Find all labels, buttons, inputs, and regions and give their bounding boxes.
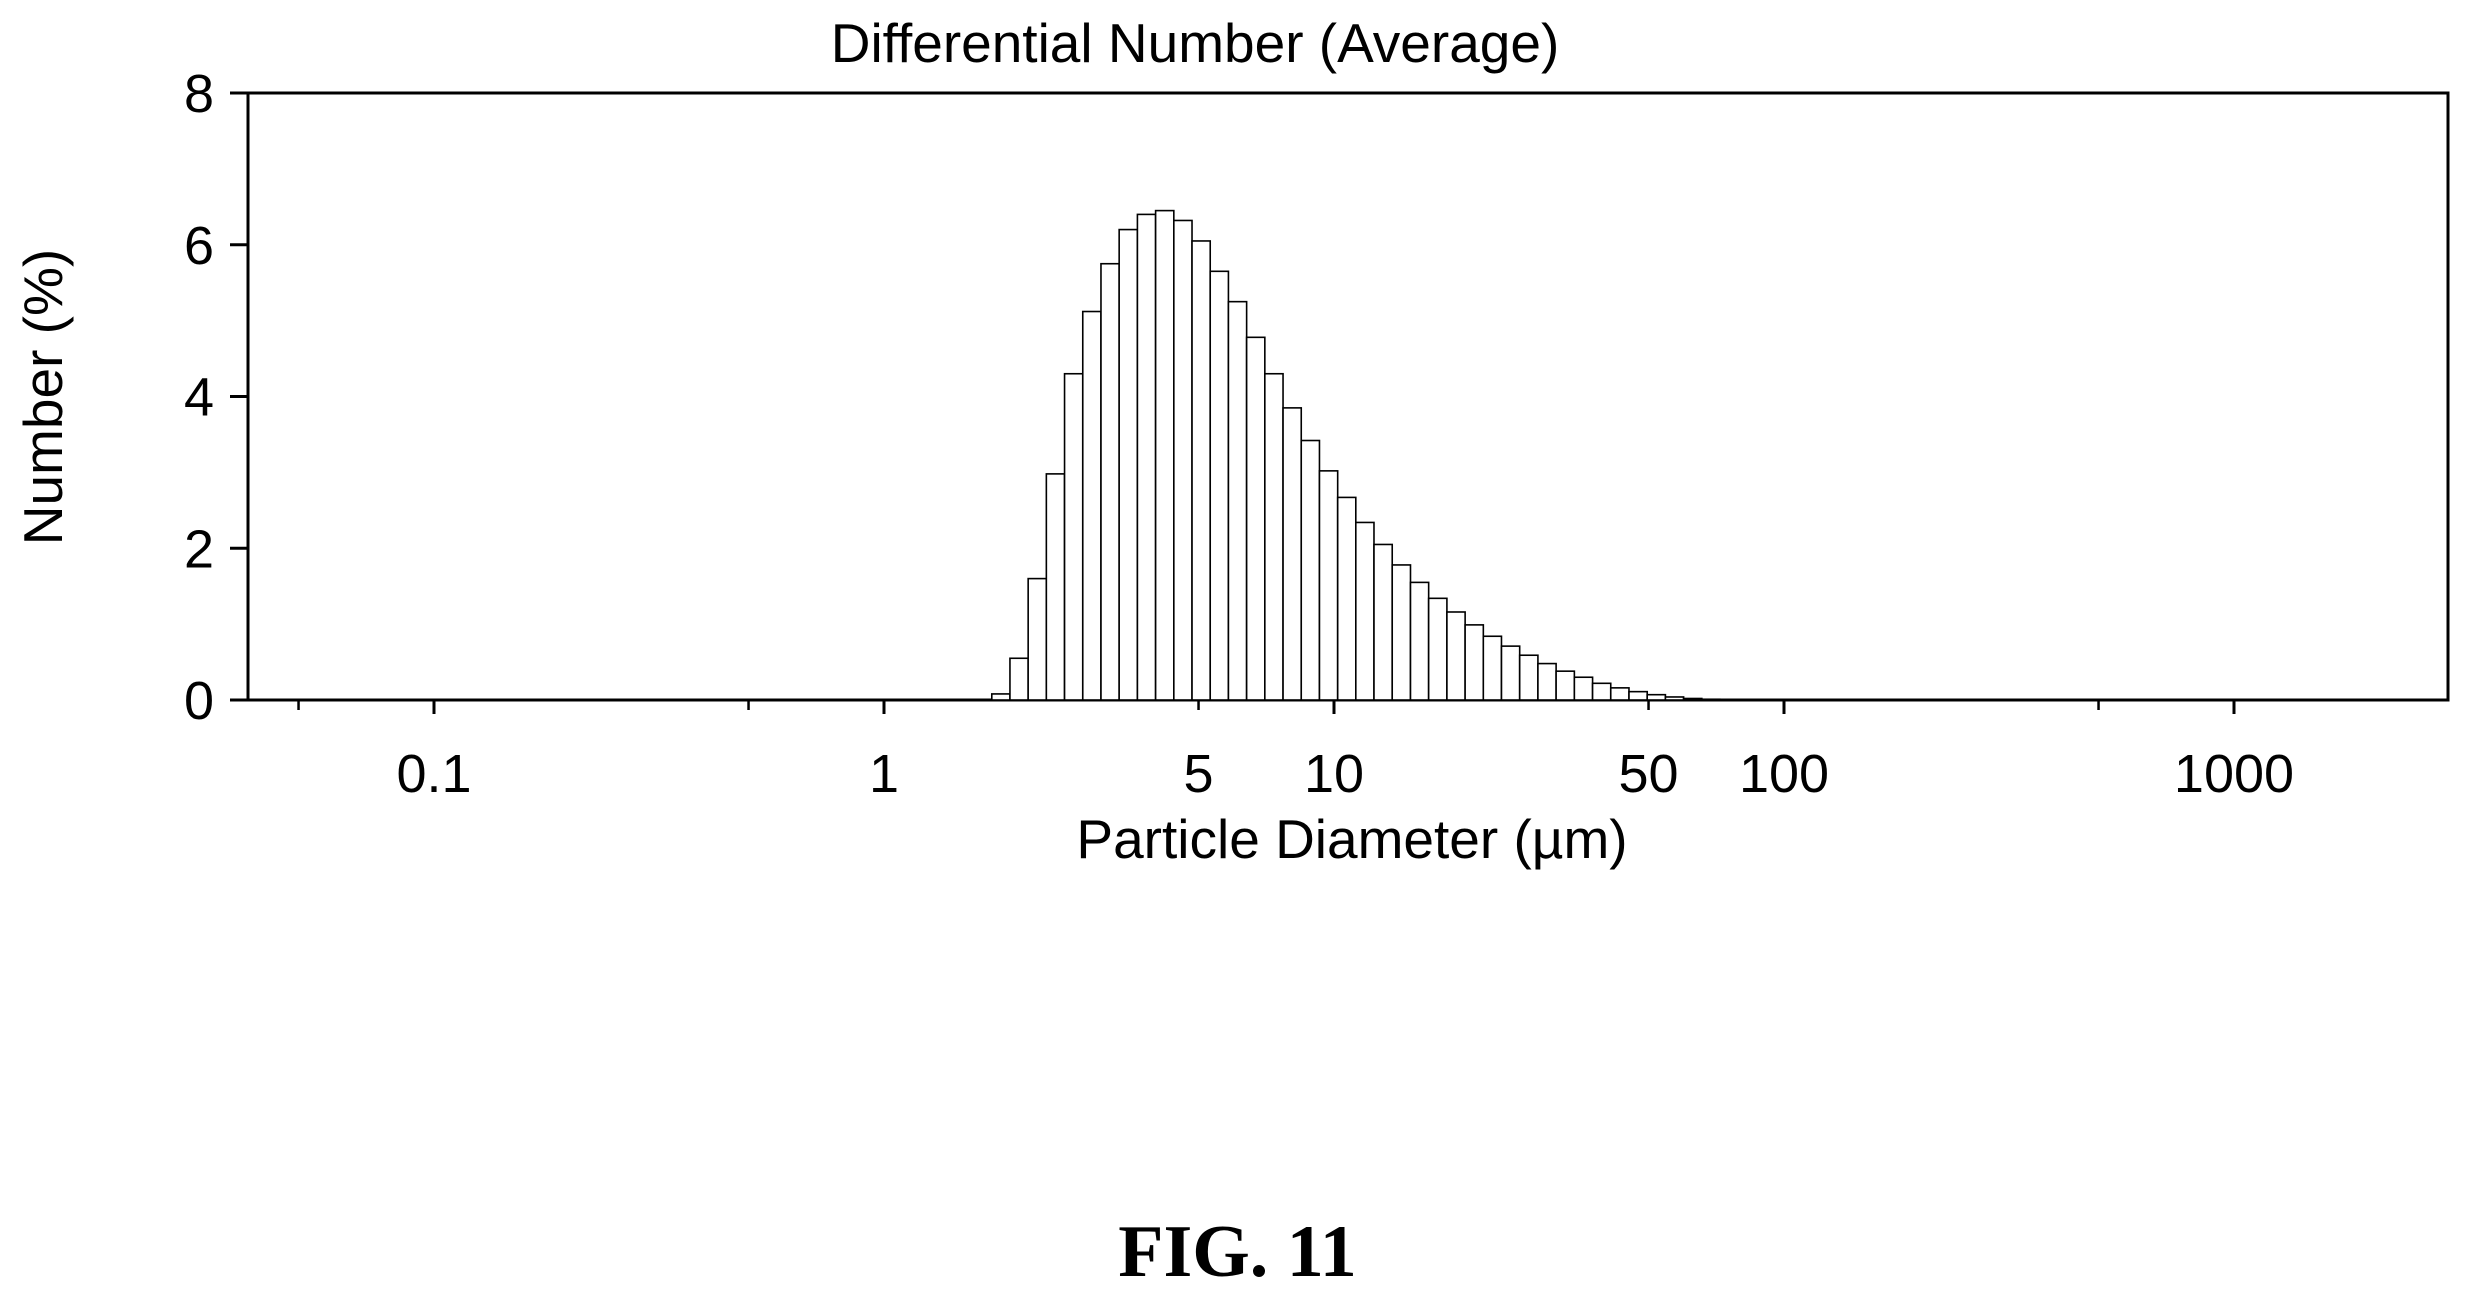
- bar-26: [1464, 624, 1485, 701]
- bar-7: [1118, 228, 1139, 701]
- bar-12: [1209, 270, 1230, 701]
- y-tick-label-6: 6: [184, 216, 214, 276]
- bar-19: [1336, 496, 1357, 701]
- bar-38: [1682, 697, 1703, 701]
- bar-14: [1245, 336, 1266, 701]
- bar-13: [1227, 300, 1248, 701]
- x-axis-title: Particle Diameter (µm): [1076, 808, 1627, 870]
- bar-10: [1173, 219, 1193, 701]
- bar-5: [1081, 310, 1102, 701]
- y-tick-label-0: 0: [184, 671, 214, 731]
- bar-23: [1409, 581, 1430, 701]
- y-tick-label-8: 8: [184, 64, 214, 124]
- bar-27: [1482, 635, 1503, 701]
- bar-37: [1664, 696, 1685, 701]
- bar-15: [1264, 372, 1284, 701]
- bar-24: [1427, 597, 1448, 701]
- bars-layer: [990, 209, 1721, 701]
- bar-29: [1518, 654, 1539, 701]
- x-tick-label-1000: 1000: [2174, 744, 2294, 804]
- bar-11: [1191, 240, 1212, 701]
- bar-21: [1373, 543, 1394, 701]
- y-tick-label-4: 4: [184, 368, 214, 428]
- bar-6: [1100, 262, 1120, 701]
- bar-22: [1391, 564, 1412, 701]
- y-tick-label-2: 2: [184, 519, 214, 579]
- bar-35: [1628, 690, 1649, 701]
- bar-34: [1609, 687, 1630, 701]
- x-axis: 0.1 1 5 10 50 100 1000: [297, 700, 2294, 804]
- bar-2: [1027, 577, 1048, 701]
- bar-33: [1591, 682, 1612, 701]
- bar-31: [1555, 670, 1576, 701]
- bar-18: [1318, 470, 1339, 701]
- x-tick-label-0.1: 0.1: [396, 744, 471, 804]
- bar-28: [1500, 645, 1521, 701]
- bar-39: [1701, 698, 1721, 701]
- bar-25: [1446, 611, 1466, 701]
- bar-1: [1009, 657, 1029, 701]
- bar-9: [1154, 209, 1175, 701]
- x-tick-label-1: 1: [869, 744, 899, 804]
- bar-32: [1573, 676, 1594, 701]
- bar-0: [990, 693, 1011, 701]
- bar-36: [1646, 693, 1667, 701]
- x-tick-label-10: 10: [1304, 744, 1364, 804]
- bar-8: [1136, 213, 1157, 701]
- figure-caption: FIG. 11: [1118, 1211, 1357, 1293]
- y-axis-title: Number (%): [12, 249, 74, 545]
- x-tick-label-100: 100: [1739, 744, 1829, 804]
- bar-30: [1537, 662, 1557, 701]
- bar-16: [1282, 407, 1303, 701]
- x-tick-label-50: 50: [1618, 744, 1678, 804]
- bar-17: [1300, 439, 1321, 701]
- bar-20: [1355, 521, 1375, 701]
- bar-4: [1063, 372, 1084, 701]
- y-axis: 0 2 4 6 8: [184, 64, 248, 731]
- x-tick-label-5: 5: [1184, 744, 1214, 804]
- bar-3: [1045, 473, 1066, 701]
- chart-title: Differential Number (Average): [831, 12, 1560, 74]
